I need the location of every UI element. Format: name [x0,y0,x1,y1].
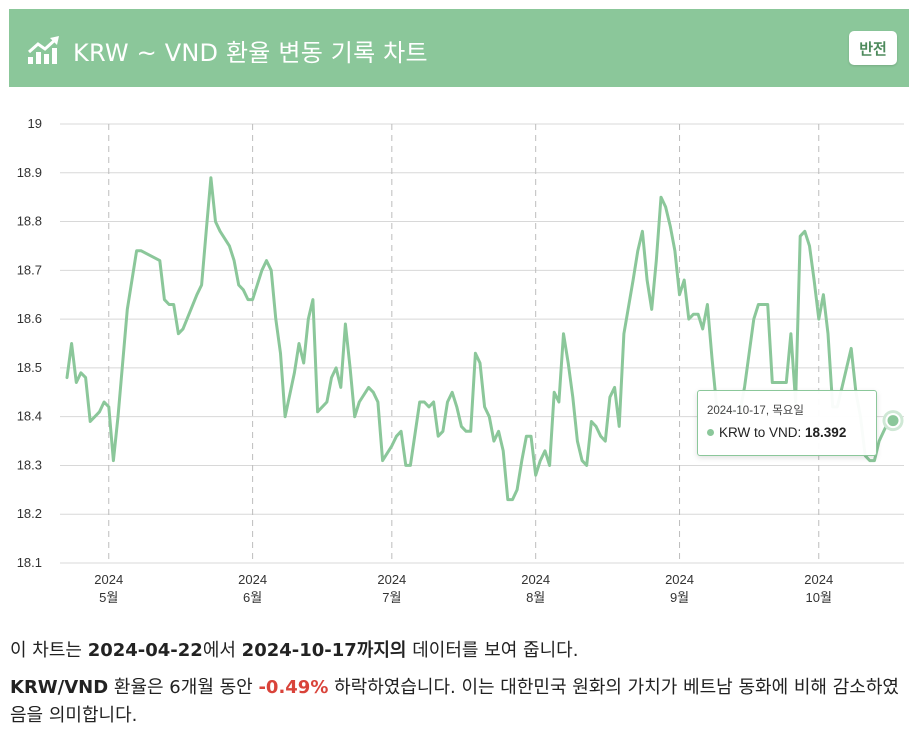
x-tick-month: 8월 [526,590,545,605]
trending-up-icon [28,36,59,64]
exchange-rate-chart: 19 18.9 18.8 18.7 18.6 18.5 18.4 18.3 18.2 18.1 20… [17,116,904,605]
tooltip-value: 18.392 [805,425,847,440]
summary-change-text: KRW/VND 환율은 6개월 동안 -0.49% 하락하였습니다. 이는 대한… [10,674,905,730]
x-tick-year: 2024 [238,572,267,587]
summary-mid: 에서 [202,640,242,661]
tooltip-label: KRW to VND: [719,425,802,440]
y-tick-label: 18.3 [17,457,42,472]
summary-change-b: 하락하였습니다. 이는 대한민국 원화의 가치가 베트남 동화에 비해 감소하였… [10,677,899,726]
y-tick-label: 18.4 [17,409,42,424]
flip-button[interactable]: 반전 [849,31,897,65]
summary-end-date: 2024-10-17까지의 [241,640,407,661]
x-tick-year: 2024 [665,572,694,587]
x-tick-month: 6월 [243,590,262,605]
x-tick-year: 2024 [94,572,123,587]
summary-change-a: 환율은 6개월 동안 [108,677,259,698]
summary-range-text: 이 차트는 2024-04-22에서 2024-10-17까지의 데이터를 보여… [10,636,578,662]
x-tick-month: 5월 [99,590,118,605]
x-tick-year: 2024 [804,572,833,587]
summary-start-date: 2024-04-22 [87,640,203,661]
y-tick-label: 18.8 [17,214,42,229]
x-tick-month: 7월 [382,590,401,605]
series-dot-icon [707,429,714,436]
y-tick-label: 18.5 [17,360,42,375]
hover-point [885,413,901,429]
x-tick-year: 2024 [521,572,550,587]
x-tick-month: 9월 [670,590,689,605]
chart-tooltip: 2024-10-17, 목요일 KRW to VND: 18.392 [697,390,877,456]
chart-title: KRW ~ VND 환율 변동 기록 차트 [73,39,428,67]
chart-header: KRW ~ VND 환율 변동 기록 차트 반전 [9,9,909,87]
summary-prefix: 이 차트는 [10,640,88,661]
tooltip-row: KRW to VND: 18.392 [707,425,846,440]
y-tick-label: 18.7 [17,262,42,277]
hover-point-halo [882,410,904,432]
y-tick-label: 18.9 [17,165,42,180]
y-tick-label: 19 [28,116,42,131]
summary-change-value: -0.49% [258,677,329,698]
x-tick-year: 2024 [377,572,406,587]
summary-suffix: 데이터를 보여 줍니다. [406,640,579,661]
tooltip-date: 2024-10-17, 목요일 [707,405,804,417]
y-tick-label: 18.2 [17,506,42,521]
x-tick-month: 10월 [806,590,832,605]
y-tick-label: 18.1 [17,555,42,570]
series-line-krw-vnd [65,176,895,502]
y-tick-label: 18.6 [17,311,42,326]
summary-pair: KRW/VND [10,677,109,698]
